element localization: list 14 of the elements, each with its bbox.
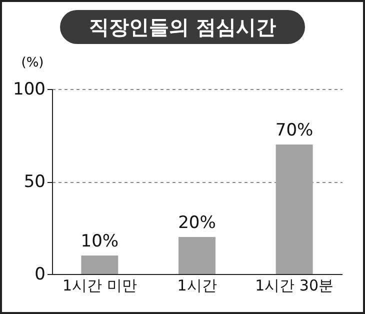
- y-tick-label: 0: [34, 264, 46, 284]
- bar: [178, 237, 216, 274]
- y-tick-label: 100: [13, 80, 46, 100]
- x-tick-label: 1시간 30분: [255, 276, 334, 294]
- x-tick-label: 1시간 미만: [62, 276, 137, 294]
- data-label: 10%: [80, 232, 119, 252]
- data-label: 20%: [178, 213, 216, 233]
- y-axis-title: (%): [21, 56, 44, 70]
- chart-title: 직장인들의 점심시간: [60, 10, 305, 44]
- y-tick-label: 50: [24, 172, 46, 192]
- x-tick-label: 1시간: [177, 276, 217, 294]
- data-label: 70%: [275, 120, 314, 140]
- bar: [276, 144, 313, 274]
- bar: [81, 256, 118, 274]
